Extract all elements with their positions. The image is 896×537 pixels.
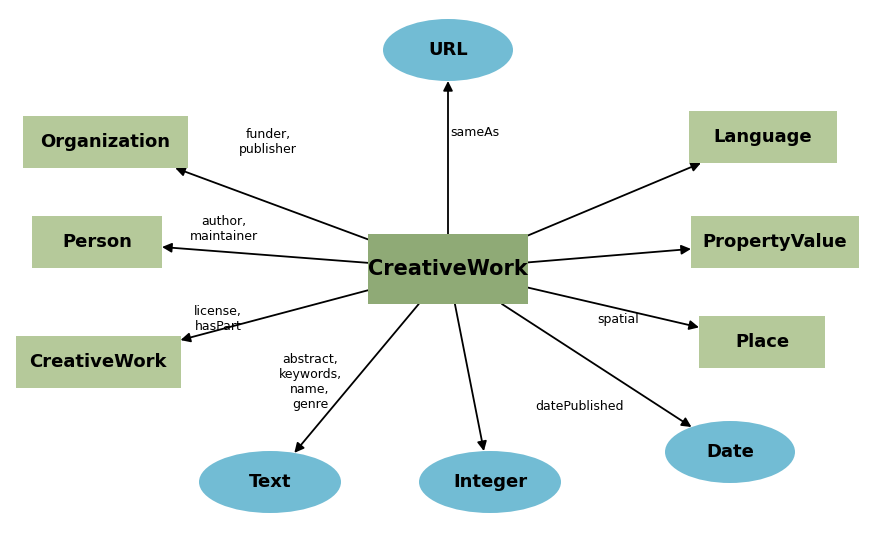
Text: PropertyValue: PropertyValue — [702, 233, 848, 251]
Text: Date: Date — [706, 443, 754, 461]
Text: CreativeWork: CreativeWork — [368, 259, 528, 279]
FancyBboxPatch shape — [689, 111, 837, 163]
Text: Person: Person — [62, 233, 132, 251]
Text: Text: Text — [249, 473, 291, 491]
Text: CreativeWork: CreativeWork — [30, 353, 167, 371]
FancyBboxPatch shape — [699, 316, 825, 368]
Text: abstract,
keywords,
name,
genre: abstract, keywords, name, genre — [279, 353, 341, 411]
Text: Language: Language — [714, 128, 813, 146]
Ellipse shape — [419, 451, 561, 513]
Text: URL: URL — [428, 41, 468, 59]
Text: author,
maintainer: author, maintainer — [190, 215, 258, 243]
Text: license,
hasPart: license, hasPart — [194, 305, 242, 333]
Text: Place: Place — [735, 333, 789, 351]
Text: sameAs: sameAs — [451, 126, 500, 139]
Ellipse shape — [383, 19, 513, 81]
Text: datePublished: datePublished — [536, 401, 625, 413]
FancyBboxPatch shape — [691, 216, 859, 268]
FancyBboxPatch shape — [15, 336, 180, 388]
FancyBboxPatch shape — [32, 216, 162, 268]
Text: funder,
publisher: funder, publisher — [239, 128, 297, 156]
Text: Organization: Organization — [40, 133, 170, 151]
Text: Integer: Integer — [453, 473, 527, 491]
Ellipse shape — [199, 451, 341, 513]
FancyBboxPatch shape — [22, 116, 187, 168]
Text: spatial: spatial — [597, 313, 639, 325]
FancyBboxPatch shape — [368, 234, 528, 304]
Ellipse shape — [665, 421, 795, 483]
